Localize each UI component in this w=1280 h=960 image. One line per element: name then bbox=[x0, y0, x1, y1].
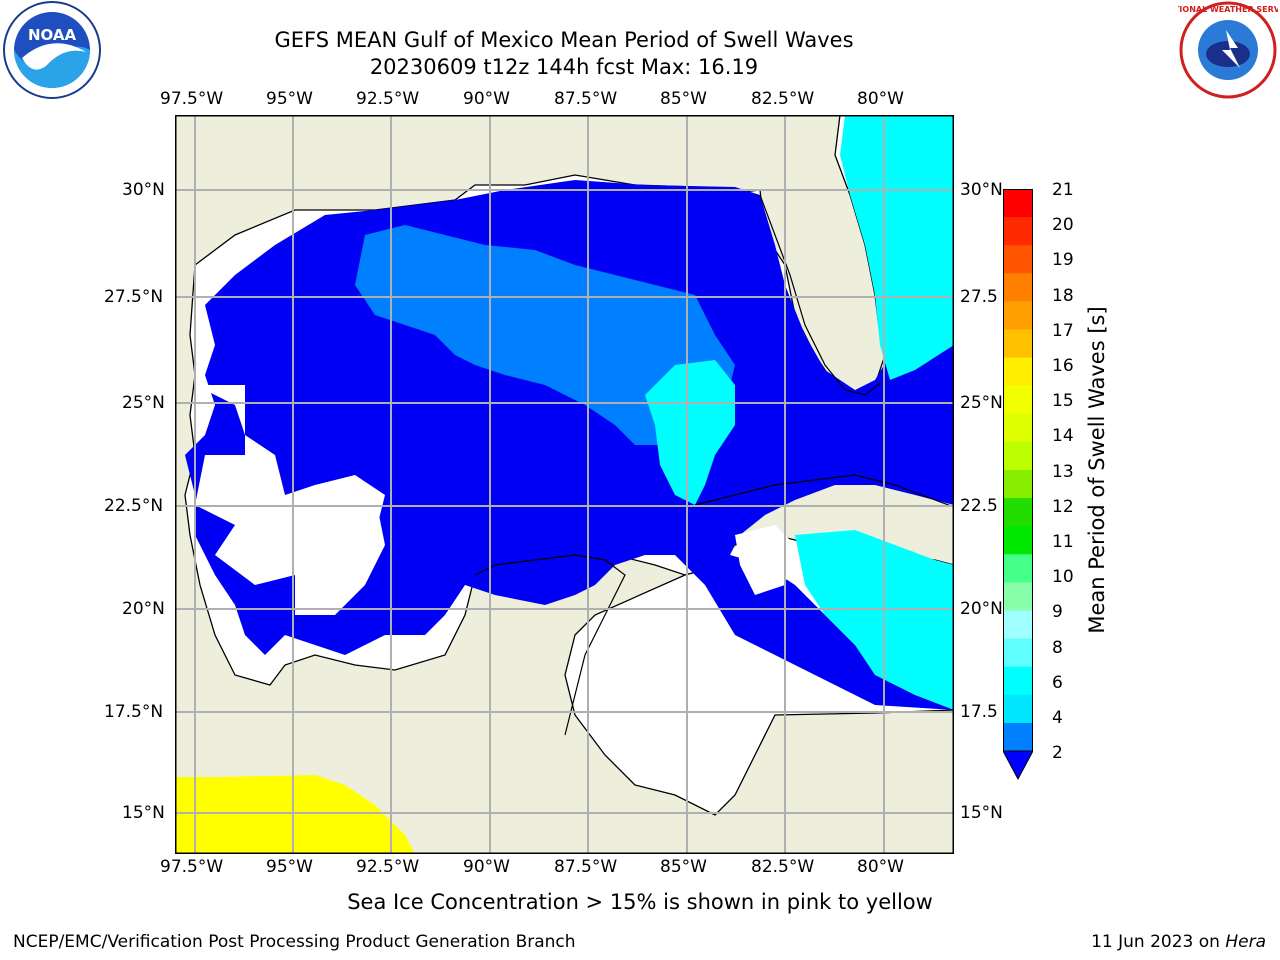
footer-date-text: 11 Jun 2023 on bbox=[1091, 932, 1226, 952]
lon-top-80: 80°W bbox=[857, 89, 904, 109]
colorbar-cell bbox=[1003, 441, 1033, 471]
colorbar-extend-arrow bbox=[1003, 750, 1033, 781]
colorbar-tick-19: 19 bbox=[1052, 250, 1074, 270]
colorbar-tick-13: 13 bbox=[1052, 462, 1074, 482]
lat-left-15: 15°N bbox=[122, 803, 165, 823]
colorbar-cell bbox=[1003, 245, 1033, 274]
colorbar-cell bbox=[1003, 638, 1033, 668]
colorbar-tick-18: 18 bbox=[1052, 286, 1074, 306]
lon-bottom-97.5: 97.5°W bbox=[160, 857, 224, 877]
lat-left-30: 30°N bbox=[122, 180, 165, 200]
lat-left-25: 25°N bbox=[122, 393, 165, 413]
footer-date: 11 Jun 2023 on Hera bbox=[1091, 932, 1266, 952]
colorbar-tick-14: 14 bbox=[1052, 426, 1074, 446]
band-4-6 bbox=[355, 225, 735, 445]
colorbar bbox=[1003, 189, 1033, 781]
lat-left-27.5: 27.5°N bbox=[104, 287, 164, 307]
noaa-logo-text: NOAA bbox=[28, 26, 77, 44]
sea-ice-note: Sea Ice Concentration > 15% is shown in … bbox=[347, 890, 933, 914]
colorbar-cell bbox=[1003, 217, 1033, 246]
chart-title: GEFS MEAN Gulf of Mexico Mean Period of … bbox=[274, 28, 854, 52]
lon-top-82.5: 82.5°W bbox=[751, 89, 815, 109]
lat-right-30: 30°N bbox=[960, 180, 1003, 200]
lon-top-97.5: 97.5°W bbox=[160, 89, 224, 109]
colorbar-cell bbox=[1003, 694, 1033, 724]
noaa-logo: NOAA bbox=[3, 1, 101, 99]
colorbar-cell bbox=[1003, 554, 1033, 583]
colorbar-tick-4: 4 bbox=[1052, 708, 1063, 728]
colorbar-tick-11: 11 bbox=[1052, 532, 1074, 552]
lon-bottom-80: 80°W bbox=[857, 857, 904, 877]
lon-top-87.5: 87.5°W bbox=[554, 89, 618, 109]
florida-coast bbox=[759, 194, 881, 396]
colorbar-cell bbox=[1003, 385, 1033, 415]
colorbar-cell bbox=[1003, 273, 1033, 302]
band-6-8-atlantic bbox=[840, 115, 954, 380]
lon-bottom-85: 85°W bbox=[660, 857, 707, 877]
nws-logo-text: NATIONAL WEATHER SERVICE bbox=[1178, 5, 1278, 14]
colorbar-tick-20: 20 bbox=[1052, 215, 1074, 235]
lon-bottom-95: 95°W bbox=[266, 857, 313, 877]
nws-logo: NATIONAL WEATHER SERVICE bbox=[1178, 1, 1278, 99]
chart-subtitle: 20230609 t12z 144h fcst Max: 16.19 bbox=[369, 55, 759, 79]
colorbar-cell bbox=[1003, 413, 1033, 443]
cuba-coast bbox=[694, 474, 954, 508]
band-hole-cuba bbox=[735, 525, 795, 595]
band-hole-west bbox=[195, 385, 385, 615]
colorbar-tick-2: 2 bbox=[1052, 743, 1063, 763]
colorbar-cell bbox=[1003, 722, 1033, 752]
colorbar-frame bbox=[1003, 189, 1033, 752]
lat-left-17.5: 17.5°N bbox=[104, 702, 164, 722]
lon-bottom-82.5: 82.5°W bbox=[751, 857, 815, 877]
colorbar-cell bbox=[1003, 329, 1033, 359]
lon-top-90: 90°W bbox=[463, 89, 510, 109]
lat-right-17.5: 17.5 bbox=[960, 702, 998, 722]
lon-top-85: 85°W bbox=[660, 89, 707, 109]
gulf-map bbox=[175, 115, 954, 854]
colorbar-tick-15: 15 bbox=[1052, 391, 1074, 411]
footer-host: Hera bbox=[1225, 932, 1266, 952]
colorbar-cell bbox=[1003, 357, 1033, 387]
lat-right-25: 25°N bbox=[960, 393, 1003, 413]
colorbar-cell bbox=[1003, 526, 1033, 555]
lon-top-95: 95°W bbox=[266, 89, 313, 109]
yucatan-coast bbox=[474, 554, 626, 736]
map-gridlines bbox=[175, 115, 954, 854]
lat-right-20: 20°N bbox=[960, 599, 1003, 619]
map-panel bbox=[175, 115, 954, 854]
colorbar-tick-6: 6 bbox=[1052, 673, 1063, 693]
colorbar-label: Mean Period of Swell Waves [s] bbox=[1085, 306, 1109, 634]
band-6-8-caribbean bbox=[795, 530, 954, 710]
lat-right-22.5: 22.5 bbox=[960, 496, 998, 516]
colorbar-tick-8: 8 bbox=[1052, 638, 1063, 658]
colorbar-cell bbox=[1003, 666, 1033, 696]
colorbar-cell bbox=[1003, 582, 1033, 611]
colorbar-tick-17: 17 bbox=[1052, 321, 1074, 341]
footer-org: NCEP/EMC/Verification Post Processing Pr… bbox=[13, 932, 576, 952]
sea-ice-region bbox=[175, 775, 415, 854]
lat-left-22.5: 22.5°N bbox=[104, 496, 164, 516]
colorbar-cell bbox=[1003, 498, 1033, 527]
colorbar-tick-9: 9 bbox=[1052, 602, 1063, 622]
colorbar-cell bbox=[1003, 610, 1033, 640]
colorbar-tick-21: 21 bbox=[1052, 180, 1074, 200]
lon-bottom-92.5: 92.5°W bbox=[356, 857, 420, 877]
band-6-8-gulf bbox=[645, 360, 735, 505]
lat-right-15: 15°N bbox=[960, 803, 1003, 823]
colorbar-cell bbox=[1003, 470, 1033, 499]
colorbar-tick-12: 12 bbox=[1052, 497, 1074, 517]
lon-bottom-87.5: 87.5°W bbox=[554, 857, 618, 877]
lat-right-27.5: 27.5 bbox=[960, 287, 998, 307]
colorbar-cell bbox=[1003, 301, 1033, 330]
lon-top-92.5: 92.5°W bbox=[356, 89, 420, 109]
colorbar-cell bbox=[1003, 189, 1033, 218]
lon-bottom-90: 90°W bbox=[463, 857, 510, 877]
band-hole-mid bbox=[305, 475, 385, 555]
colorbar-tick-16: 16 bbox=[1052, 356, 1074, 376]
colorbar-tick-10: 10 bbox=[1052, 567, 1074, 587]
lat-left-20: 20°N bbox=[122, 599, 165, 619]
map-frame bbox=[175, 115, 954, 854]
